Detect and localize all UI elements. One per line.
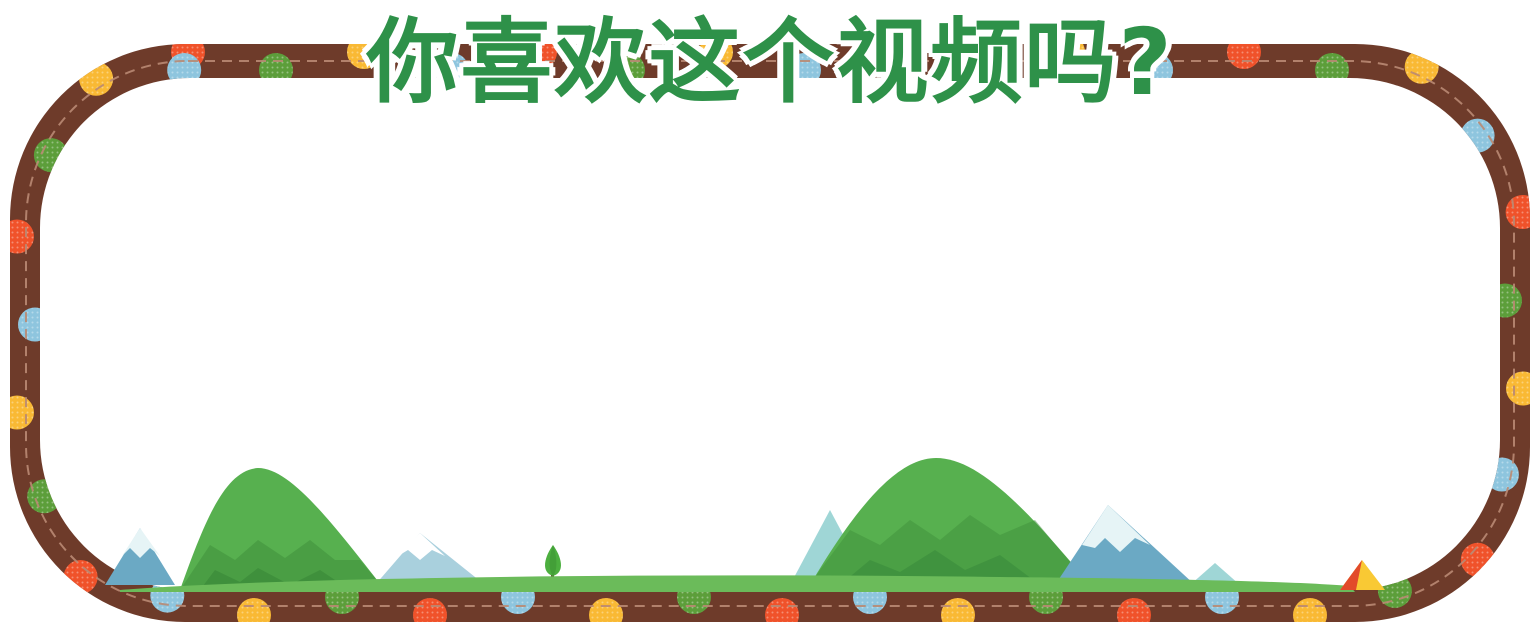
- page-title: 你喜欢这个视频吗?: [366, 9, 1174, 116]
- ground: [120, 575, 1355, 592]
- frame-dot-texture: [1506, 371, 1530, 406]
- frame-dot-texture: [1117, 598, 1151, 622]
- frame-dot-texture: [1460, 542, 1495, 577]
- frame-dot-texture: [347, 44, 381, 69]
- frame-dot-texture: [27, 479, 62, 514]
- frame-dot-texture: [10, 219, 34, 254]
- snowy-mountain: [1055, 505, 1240, 585]
- frame-dot-texture: [63, 560, 98, 594]
- frame-dot-texture: [1505, 195, 1530, 229]
- snowy-mountain: [105, 528, 175, 585]
- frame-dot-texture: [875, 44, 909, 69]
- frame-dot-texture: [1488, 283, 1522, 318]
- tree-icon: [545, 545, 561, 580]
- scenery: [105, 458, 1385, 592]
- frame-dot-texture: [33, 138, 68, 173]
- frame-stitch: [24, 60, 1516, 607]
- snowy-mountain: [375, 533, 485, 585]
- green-hill: [810, 458, 1090, 585]
- frame-dot-texture: [18, 307, 52, 342]
- frame-dot-texture: [589, 598, 623, 622]
- green-hill: [180, 468, 385, 590]
- tent-icon: [1340, 560, 1385, 590]
- frame-dot-texture: [10, 395, 34, 430]
- frame-dot-texture: [1227, 44, 1261, 69]
